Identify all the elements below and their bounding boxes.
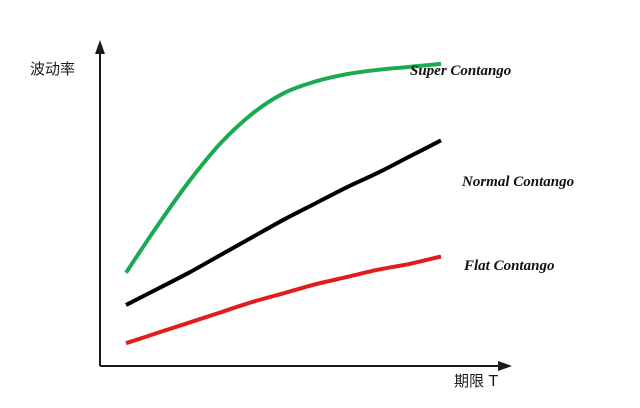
series-label-flat-contango: Flat Contango	[463, 258, 554, 274]
y-axis-label: 波动率	[30, 60, 75, 78]
series-line-super-contango	[124, 61, 442, 274]
y-axis-arrow-icon	[95, 40, 105, 54]
series-label-normal-contango: Normal Contango	[461, 174, 574, 190]
labels-layer: Super Contango Normal Contango Flat Cont…	[410, 63, 574, 274]
series-line-flat-contango	[125, 254, 442, 346]
x-axis-arrow-icon	[498, 361, 512, 371]
axes: 波动率 期限 T	[30, 40, 512, 390]
x-axis-label: 期限 T	[454, 372, 499, 390]
series-layer	[124, 61, 442, 346]
series-line-normal-contango	[125, 138, 442, 307]
series-label-super-contango: Super Contango	[410, 63, 511, 79]
